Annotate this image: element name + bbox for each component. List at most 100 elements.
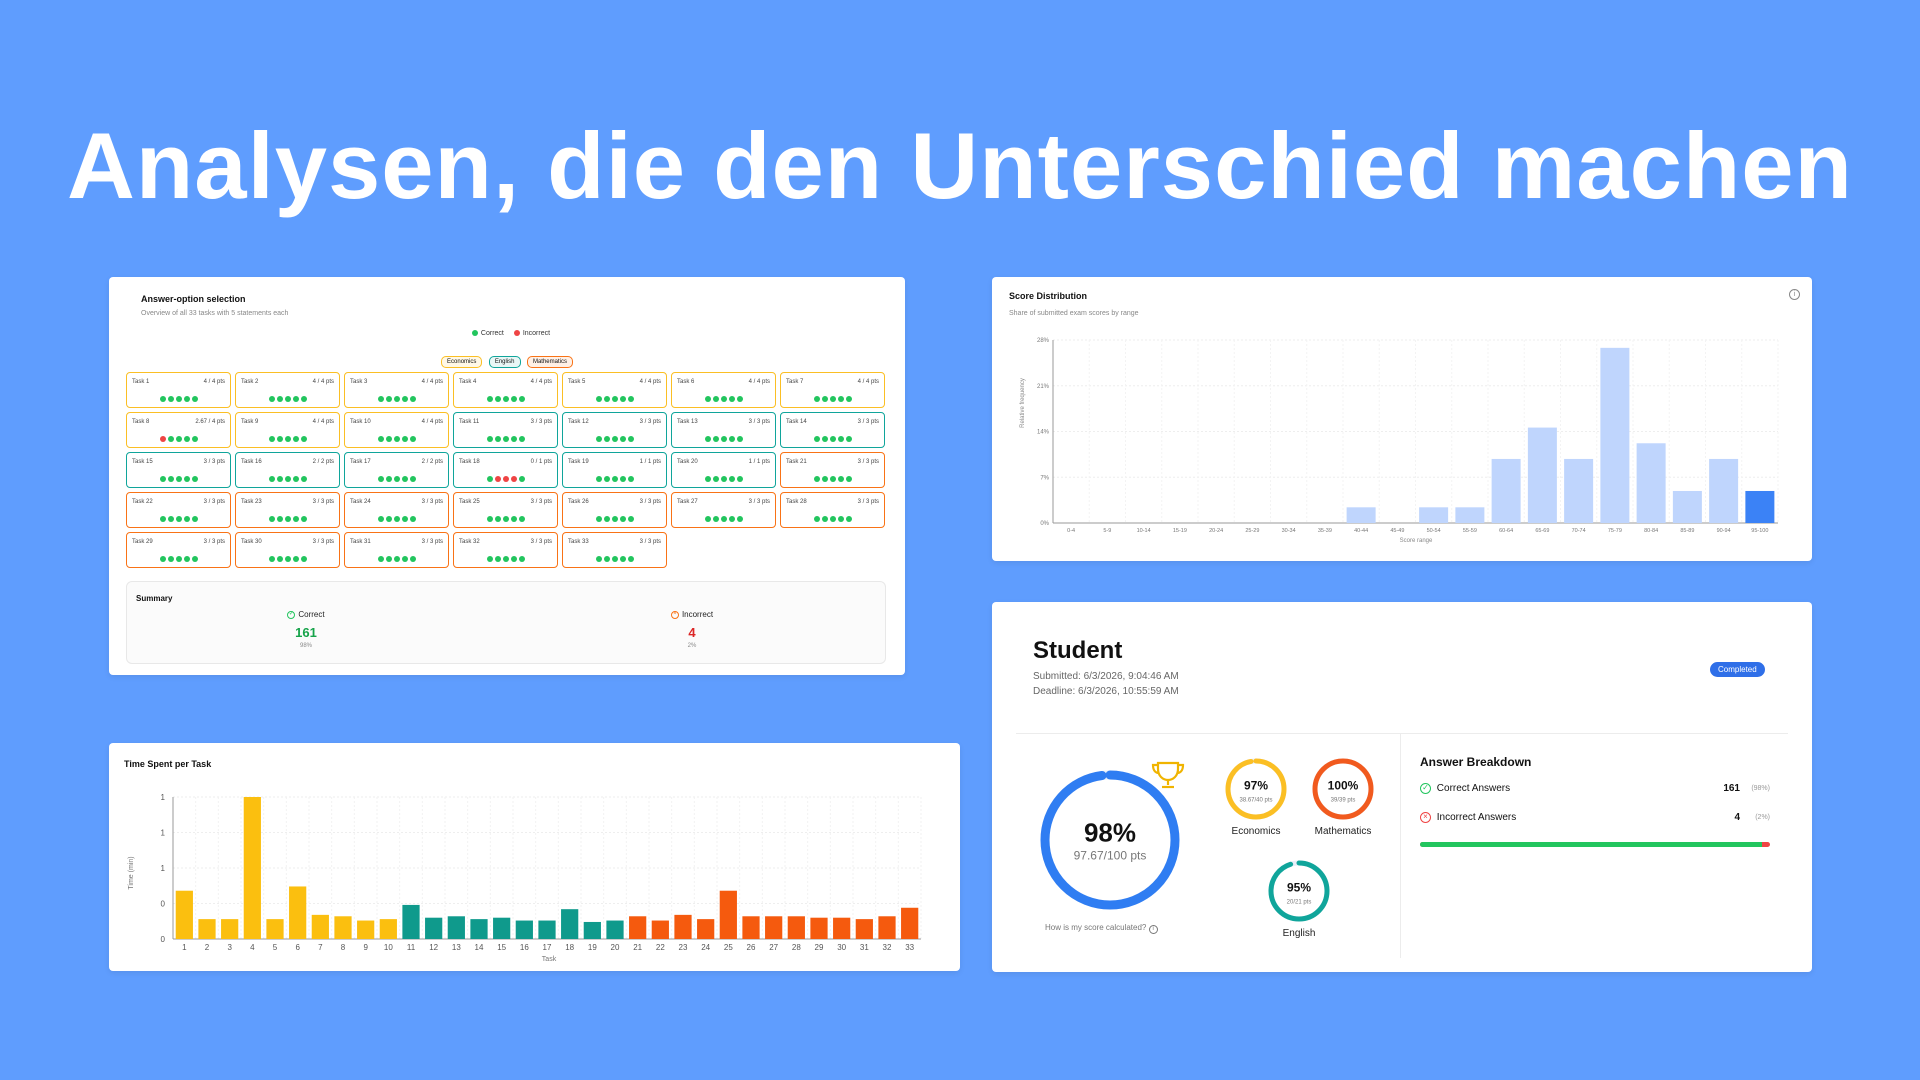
distribution-bar[interactable] xyxy=(1672,490,1702,523)
task-card[interactable]: Task 7 4 / 4 pts xyxy=(780,372,885,408)
correct-dot xyxy=(191,516,198,522)
task-card[interactable]: Task 6 4 / 4 pts xyxy=(671,372,776,408)
time-spent-chart: Time Spent per Task Time (min) Task 0011… xyxy=(124,759,922,963)
time-bar[interactable] xyxy=(221,919,239,939)
task-card[interactable]: Task 17 2 / 2 pts xyxy=(344,452,449,488)
task-card[interactable]: Task 32 3 / 3 pts xyxy=(453,532,558,568)
task-card[interactable]: Task 5 4 / 4 pts xyxy=(562,372,667,408)
time-bar[interactable] xyxy=(266,919,284,939)
task-card[interactable]: Task 16 2 / 2 pts xyxy=(235,452,340,488)
time-bar[interactable] xyxy=(765,916,783,939)
time-bar[interactable] xyxy=(493,917,511,939)
distribution-bar[interactable] xyxy=(1527,427,1557,523)
task-points: 3 / 3 pts xyxy=(421,539,443,545)
task-card[interactable]: Task 23 3 / 3 pts xyxy=(235,492,340,528)
how-score-calculated-link[interactable]: How is my score calculated? i xyxy=(1045,923,1158,934)
x-tick-label: 30 xyxy=(837,943,846,952)
time-bar[interactable] xyxy=(629,916,647,939)
time-bar[interactable] xyxy=(810,917,828,939)
correct-dot xyxy=(494,436,501,442)
correct-dot xyxy=(377,556,384,562)
correct-dot xyxy=(813,476,820,482)
time-bar[interactable] xyxy=(447,916,465,939)
task-card[interactable]: Task 18 0 / 1 pts xyxy=(453,452,558,488)
time-bar[interactable] xyxy=(470,919,488,939)
task-card[interactable]: Task 2 4 / 4 pts xyxy=(235,372,340,408)
task-card[interactable]: Task 11 3 / 3 pts xyxy=(453,412,558,448)
time-bar[interactable] xyxy=(833,917,851,939)
distribution-bar[interactable] xyxy=(1346,507,1376,523)
time-bar[interactable] xyxy=(674,914,692,939)
distribution-bar[interactable] xyxy=(1600,347,1630,523)
y-tick-label: 1 xyxy=(161,829,166,838)
task-points: 3 / 3 pts xyxy=(203,499,225,505)
time-bar[interactable] xyxy=(198,919,216,939)
task-card[interactable]: Task 31 3 / 3 pts xyxy=(344,532,449,568)
distribution-bar[interactable] xyxy=(1455,507,1485,523)
time-bar[interactable] xyxy=(583,921,601,939)
time-bar[interactable] xyxy=(334,916,352,939)
chip-english[interactable]: English xyxy=(488,356,521,368)
time-bar[interactable] xyxy=(855,919,873,939)
task-card[interactable]: Task 3 4 / 4 pts xyxy=(344,372,449,408)
time-bar[interactable] xyxy=(719,890,737,939)
time-bar[interactable] xyxy=(538,920,556,939)
distribution-bar[interactable] xyxy=(1636,443,1666,523)
time-bar[interactable] xyxy=(787,916,805,939)
x-tick-label: 5 xyxy=(273,943,278,952)
time-bar[interactable] xyxy=(901,907,919,939)
distribution-bar[interactable] xyxy=(1745,490,1775,523)
task-card[interactable]: Task 29 3 / 3 pts xyxy=(126,532,231,568)
incorrect-dot xyxy=(494,476,501,482)
time-bar[interactable] xyxy=(175,890,193,939)
correct-dot xyxy=(377,436,384,442)
task-card[interactable]: Task 8 2.67 / 4 pts xyxy=(126,412,231,448)
task-card[interactable]: Task 4 4 / 4 pts xyxy=(453,372,558,408)
correct-dot xyxy=(268,556,275,562)
time-bar[interactable] xyxy=(357,920,375,939)
info-icon[interactable]: i xyxy=(1789,289,1800,300)
task-card[interactable]: Task 33 3 / 3 pts xyxy=(562,532,667,568)
time-bar[interactable] xyxy=(515,920,533,939)
task-card[interactable]: Task 28 3 / 3 pts xyxy=(780,492,885,528)
task-card[interactable]: Task 14 3 / 3 pts xyxy=(780,412,885,448)
statement-dots xyxy=(345,556,448,562)
task-card[interactable]: Task 1 4 / 4 pts xyxy=(126,372,231,408)
task-card[interactable]: Task 26 3 / 3 pts xyxy=(562,492,667,528)
task-card[interactable]: Task 24 3 / 3 pts xyxy=(344,492,449,528)
task-card[interactable]: Task 13 3 / 3 pts xyxy=(671,412,776,448)
time-bar[interactable] xyxy=(402,904,420,939)
distribution-bar[interactable] xyxy=(1419,507,1449,523)
time-bar[interactable] xyxy=(742,916,760,939)
task-card[interactable]: Task 25 3 / 3 pts xyxy=(453,492,558,528)
correct-dot xyxy=(518,476,525,482)
task-card[interactable]: Task 15 3 / 3 pts xyxy=(126,452,231,488)
task-card[interactable]: Task 12 3 / 3 pts xyxy=(562,412,667,448)
task-card[interactable]: Task 21 3 / 3 pts xyxy=(780,452,885,488)
chip-mathematics[interactable]: Mathematics xyxy=(526,356,573,368)
task-card[interactable]: Task 30 3 / 3 pts xyxy=(235,532,340,568)
time-bar[interactable] xyxy=(425,917,443,939)
time-bar[interactable] xyxy=(243,797,261,939)
chip-economics[interactable]: Economics xyxy=(441,356,483,368)
distribution-bar[interactable] xyxy=(1564,458,1594,523)
subject-label-economics: Economics xyxy=(1232,826,1281,837)
time-bar[interactable] xyxy=(379,919,397,939)
task-card[interactable]: Task 10 4 / 4 pts xyxy=(344,412,449,448)
time-bar[interactable] xyxy=(311,914,329,939)
time-bar[interactable] xyxy=(561,909,579,939)
time-bar[interactable] xyxy=(697,919,715,939)
distribution-bar[interactable] xyxy=(1709,458,1739,523)
task-points: 3 / 3 pts xyxy=(421,499,443,505)
time-bar[interactable] xyxy=(289,886,307,939)
time-bar[interactable] xyxy=(651,920,669,939)
time-bar[interactable] xyxy=(878,916,896,939)
time-bar[interactable] xyxy=(606,920,624,939)
task-card[interactable]: Task 9 4 / 4 pts xyxy=(235,412,340,448)
task-card[interactable]: Task 20 1 / 1 pts xyxy=(671,452,776,488)
distribution-bar[interactable] xyxy=(1491,458,1521,523)
task-card[interactable]: Task 19 1 / 1 pts xyxy=(562,452,667,488)
task-card[interactable]: Task 22 3 / 3 pts xyxy=(126,492,231,528)
task-card[interactable]: Task 27 3 / 3 pts xyxy=(671,492,776,528)
